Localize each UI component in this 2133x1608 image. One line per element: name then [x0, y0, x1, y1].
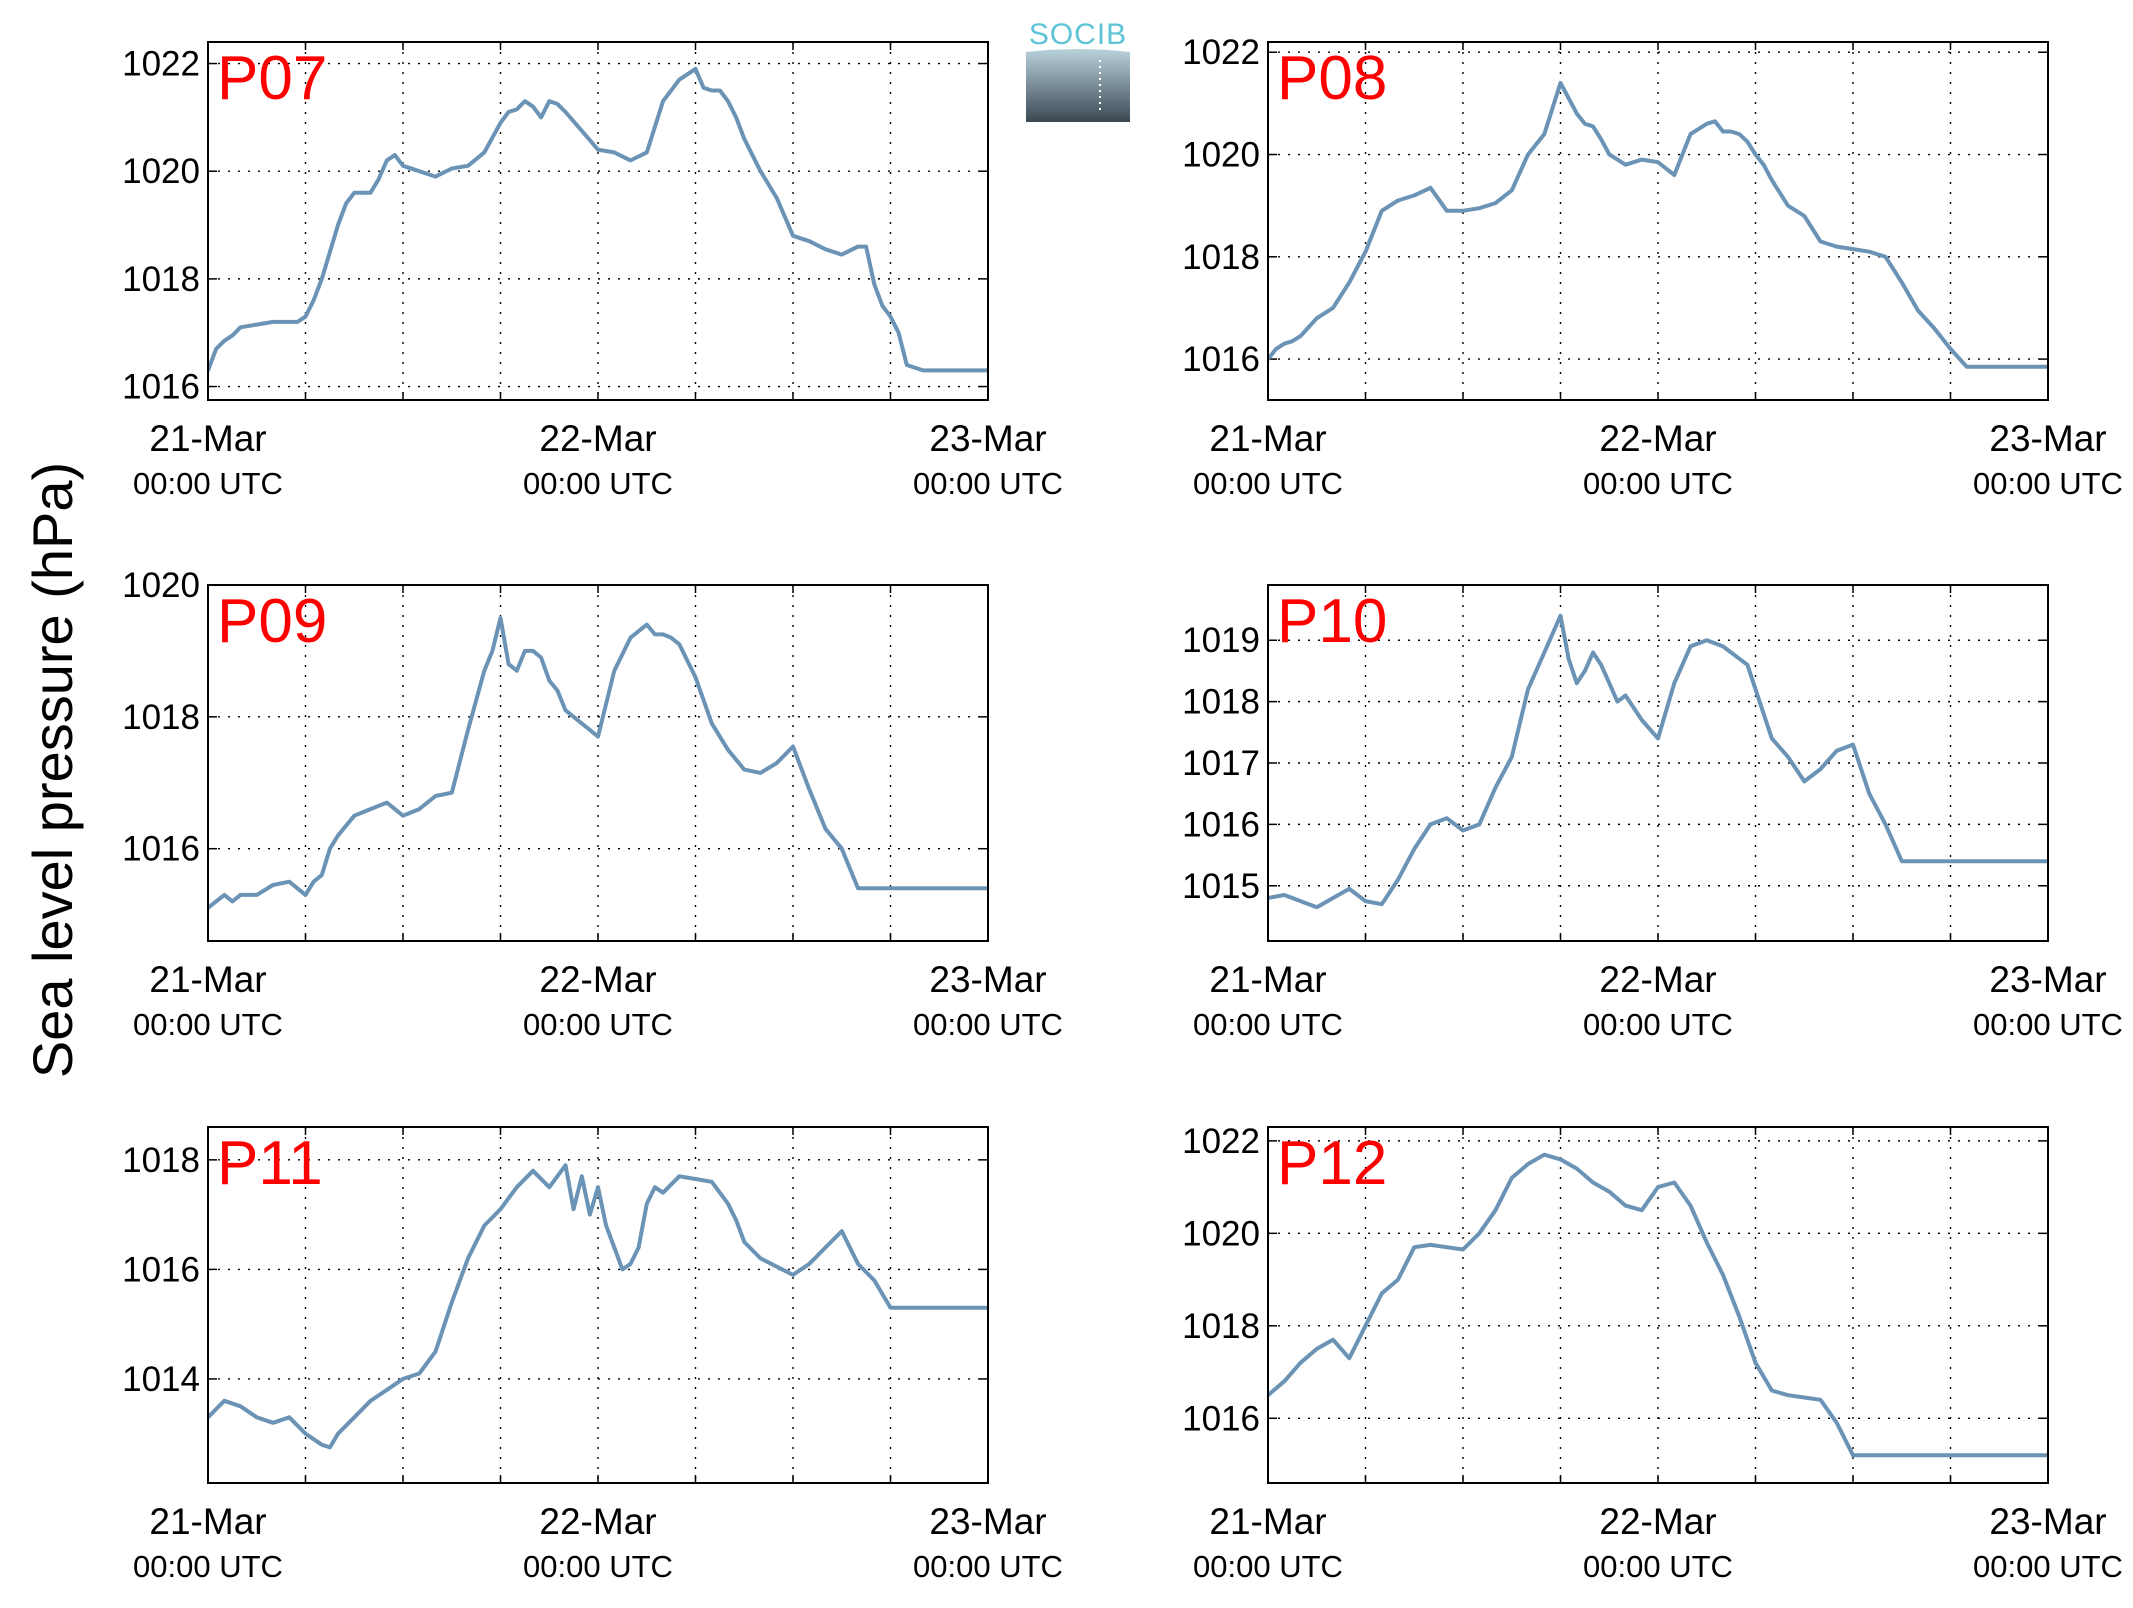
x-tick-date: 21-Mar: [1209, 1501, 1326, 1542]
x-tick-time: 00:00 UTC: [523, 1549, 673, 1584]
axes-frame: [1267, 41, 2049, 401]
axes-frame: [207, 1126, 989, 1484]
x-tick-time: 00:00 UTC: [1583, 466, 1733, 501]
panel-label-p10: P10: [1277, 587, 1387, 656]
y-tick-label: 1022: [122, 45, 200, 84]
y-tick-label: 1018: [1182, 238, 1260, 277]
x-tick-time: 00:00 UTC: [1973, 1007, 2123, 1042]
x-tick-date: 22-Mar: [1599, 1501, 1716, 1542]
y-axis-label: Sea level pressure (hPa): [21, 462, 84, 1078]
y-tick-label: 1022: [1182, 33, 1260, 72]
panel-label-p07: P07: [217, 44, 327, 113]
x-tick-time: 00:00 UTC: [523, 1007, 673, 1042]
x-tick-time: 00:00 UTC: [523, 466, 673, 501]
series-line-p10: [1268, 613, 2048, 910]
x-tick-date: 23-Mar: [1989, 418, 2106, 459]
y-tick-label: 1016: [122, 368, 200, 407]
x-tick-time: 00:00 UTC: [133, 1549, 283, 1584]
x-tick-date: 22-Mar: [1599, 959, 1716, 1000]
y-tick-label: 1020: [1182, 136, 1260, 175]
chart-panel-p11: 1014 1016 1018 21-Mar 00:00 UTC 22-Mar 00:00 U…: [122, 1126, 1063, 1584]
x-tick-date: 22-Mar: [539, 418, 656, 459]
y-tick-label: 1019: [1182, 621, 1260, 660]
y-tick-label: 1018: [1182, 1307, 1260, 1346]
x-tick-time: 00:00 UTC: [133, 466, 283, 501]
x-tick-date: 21-Mar: [149, 1501, 266, 1542]
y-tick-label: 1014: [122, 1360, 200, 1399]
series-line-p12: [1268, 1152, 2048, 1458]
y-tick-label: 1018: [122, 1141, 200, 1180]
y-tick-label: 1016: [1182, 340, 1260, 379]
x-tick-date: 21-Mar: [149, 959, 266, 1000]
axes-frame: [1267, 584, 2049, 942]
x-tick-date: 23-Mar: [1989, 1501, 2106, 1542]
chart-panel-p10: 1015 1016 1017 1018 1019 21-Mar 00:00 UTC 22-Ma…: [1182, 584, 2123, 1042]
y-tick-label: 1018: [122, 260, 200, 299]
x-tick-time: 00:00 UTC: [913, 466, 1063, 501]
socib-logo: SOCIB: [1026, 18, 1130, 122]
series-line-p09: [208, 616, 988, 910]
panel-label-p09: P09: [217, 587, 327, 656]
x-tick-time: 00:00 UTC: [913, 1007, 1063, 1042]
x-tick-date: 21-Mar: [149, 418, 266, 459]
panel-label-p11: P11: [217, 1129, 323, 1198]
x-tick-time: 00:00 UTC: [1193, 466, 1343, 501]
axes-frame: [207, 41, 989, 401]
y-tick-label: 1020: [122, 566, 200, 605]
x-tick-time: 00:00 UTC: [133, 1007, 283, 1042]
x-tick-time: 00:00 UTC: [1583, 1549, 1733, 1584]
x-tick-date: 21-Mar: [1209, 959, 1326, 1000]
y-tick-label: 1017: [1182, 744, 1260, 783]
panel-label-p12: P12: [1277, 1129, 1387, 1198]
chart-panel-p08: 1016 1018 1020 1022 21-Mar 00:00 UTC 22-Mar 00:…: [1182, 33, 2123, 501]
y-tick-label: 1016: [122, 1250, 200, 1289]
x-tick-date: 22-Mar: [539, 959, 656, 1000]
y-tick-label: 1018: [122, 698, 200, 737]
chart-panel-p09: 1016 1018 1020 21-Mar 00:00 UTC 22-Mar 00:00 U…: [122, 566, 1063, 1042]
x-tick-time: 00:00 UTC: [1973, 466, 2123, 501]
x-tick-date: 22-Mar: [539, 1501, 656, 1542]
y-tick-label: 1016: [1182, 805, 1260, 844]
series-line-p11: [208, 1163, 988, 1450]
axes-frame: [1267, 1126, 2049, 1484]
x-tick-time: 00:00 UTC: [1193, 1007, 1343, 1042]
y-tick-label: 1020: [1182, 1214, 1260, 1253]
x-tick-time: 00:00 UTC: [913, 1549, 1063, 1584]
y-tick-label: 1018: [1182, 683, 1260, 722]
x-tick-date: 23-Mar: [929, 1501, 1046, 1542]
y-tick-label: 1015: [1182, 867, 1260, 906]
panel-label-p08: P08: [1277, 44, 1387, 113]
series-line-p08: [1268, 80, 2048, 369]
y-tick-label: 1016: [1182, 1399, 1260, 1438]
chart-panel-p07: 1016 1018 1020 1022 21-Mar 00:00 UTC 22-Mar 00:…: [122, 41, 1063, 501]
x-tick-date: 21-Mar: [1209, 418, 1326, 459]
logo-text: SOCIB: [1029, 18, 1127, 51]
x-tick-date: 23-Mar: [1989, 959, 2106, 1000]
y-tick-label: 1022: [1182, 1122, 1260, 1161]
x-tick-time: 00:00 UTC: [1193, 1549, 1343, 1584]
axes-frame: [207, 584, 989, 942]
x-tick-date: 23-Mar: [929, 418, 1046, 459]
x-tick-date: 22-Mar: [1599, 418, 1716, 459]
x-tick-date: 23-Mar: [929, 959, 1046, 1000]
x-tick-time: 00:00 UTC: [1973, 1549, 2123, 1584]
series-line-p07: [208, 66, 988, 373]
y-tick-label: 1016: [122, 830, 200, 869]
chart-panel-p12: 1016 1018 1020 1022 21-Mar 00:00 UTC 22-Mar 00:…: [1182, 1122, 2123, 1584]
x-tick-time: 00:00 UTC: [1583, 1007, 1733, 1042]
y-tick-label: 1020: [122, 152, 200, 191]
